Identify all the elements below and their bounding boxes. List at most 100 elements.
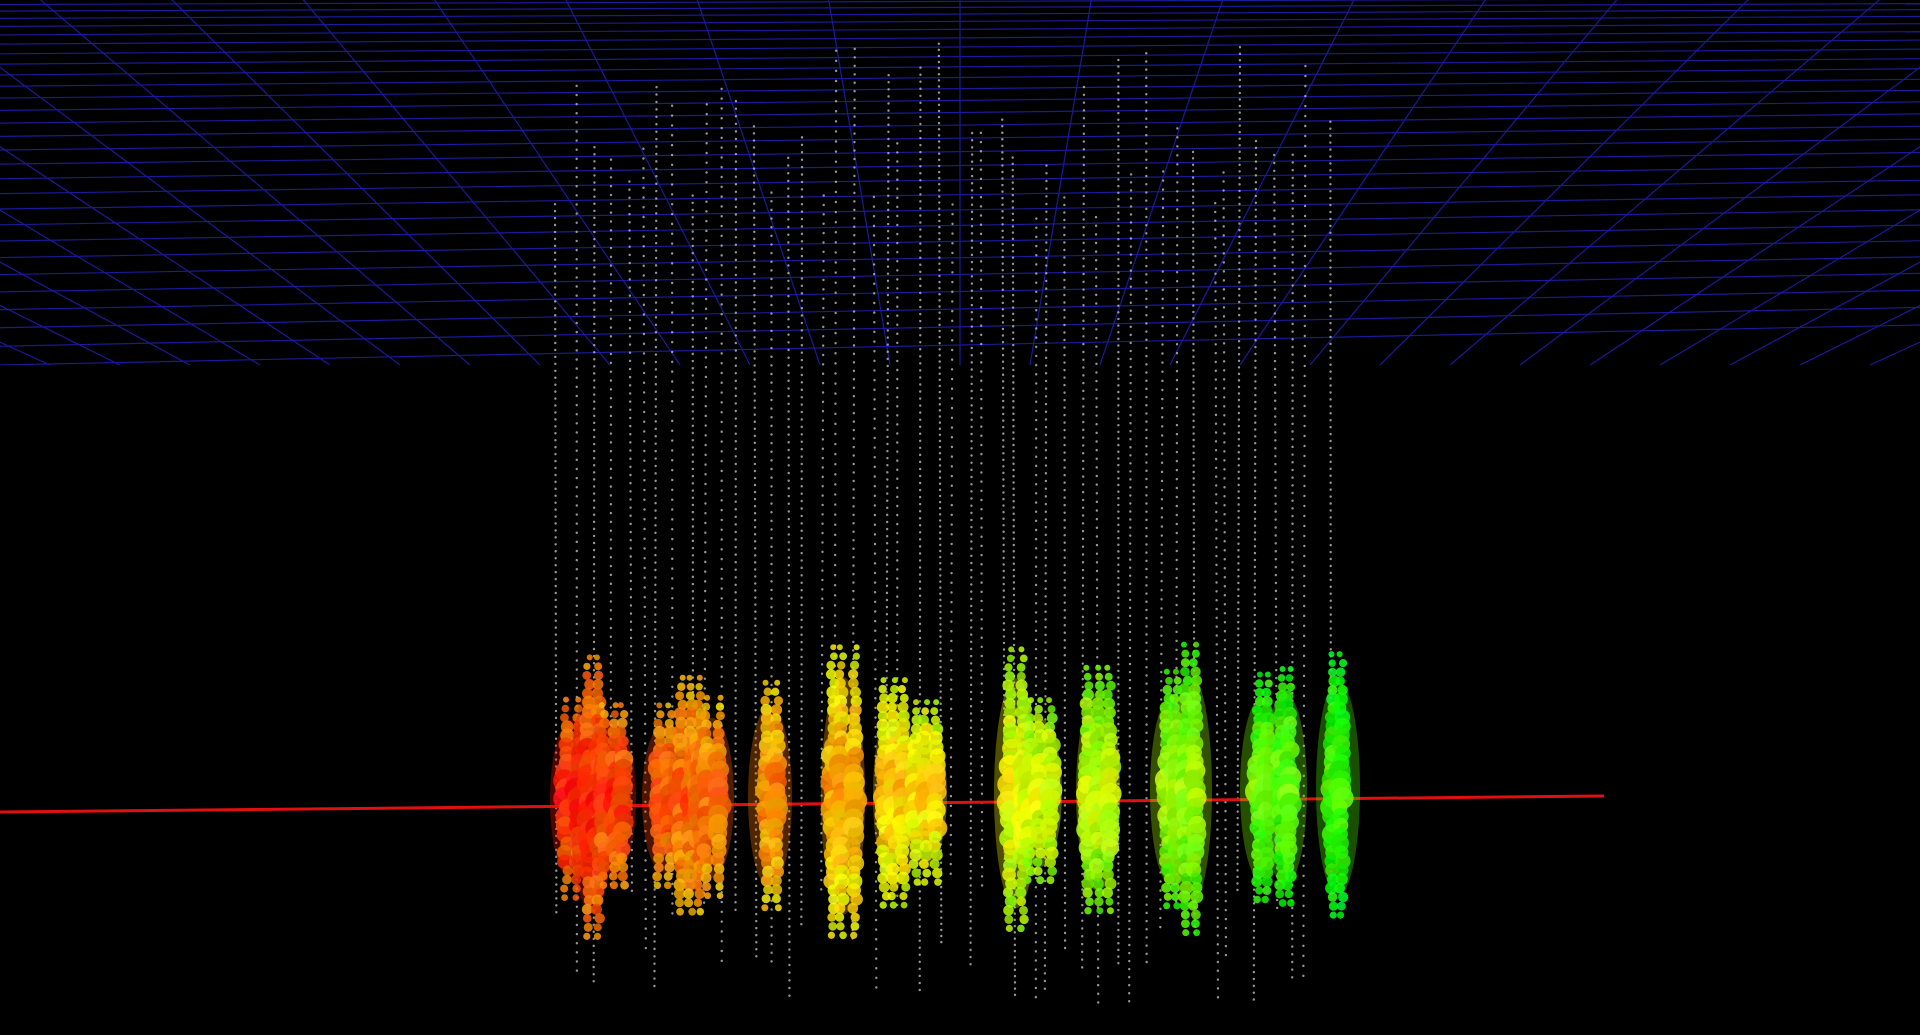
hit [834, 669, 844, 679]
hit [620, 881, 629, 890]
hit [1015, 887, 1026, 898]
hit [1023, 705, 1032, 714]
hit [594, 654, 600, 660]
hit [1188, 901, 1198, 911]
hit [1163, 902, 1170, 909]
hit [1282, 879, 1293, 890]
hit [1018, 646, 1024, 652]
hit [1017, 663, 1026, 672]
hit [687, 675, 693, 681]
hit [1336, 667, 1346, 677]
hit [1047, 866, 1057, 876]
hit [1085, 897, 1094, 906]
hit [899, 892, 907, 900]
hit [584, 923, 593, 932]
hit [901, 902, 908, 909]
hit [1255, 886, 1263, 894]
hit [922, 869, 931, 878]
hit [1262, 688, 1272, 698]
hit [762, 894, 771, 903]
hit [853, 653, 860, 660]
hit [680, 675, 686, 681]
hit [1193, 929, 1200, 936]
hit [1189, 658, 1198, 667]
hit [1337, 912, 1344, 919]
hit [562, 875, 572, 885]
hit [847, 903, 858, 914]
hit [1337, 902, 1346, 911]
hit [930, 859, 940, 869]
hit [1328, 651, 1334, 657]
hit [1181, 642, 1187, 648]
hit [695, 888, 706, 899]
hit [828, 922, 837, 931]
hit [1095, 665, 1101, 671]
hit [597, 861, 609, 873]
hit [575, 697, 581, 703]
hit [1278, 682, 1287, 691]
hit [1095, 673, 1103, 681]
hit [1092, 878, 1104, 890]
hit [684, 898, 693, 907]
hit [827, 913, 836, 922]
hit [879, 901, 886, 908]
hit [1008, 646, 1014, 652]
hit [1251, 876, 1262, 887]
hit [1337, 651, 1343, 657]
hit [909, 859, 919, 869]
hit [1084, 907, 1091, 914]
hit [828, 932, 835, 939]
hit [912, 868, 921, 877]
hit [654, 862, 664, 872]
hit [850, 932, 857, 939]
hit [1033, 867, 1042, 876]
hit [1265, 680, 1273, 688]
hit [609, 872, 618, 881]
hit [611, 710, 619, 718]
hit [1020, 654, 1028, 662]
hit [563, 865, 573, 875]
hit [702, 863, 713, 874]
hit [1045, 857, 1056, 868]
hit [1173, 669, 1179, 675]
hit [890, 685, 899, 694]
hit [774, 696, 783, 705]
hit [1048, 705, 1056, 713]
hit [836, 922, 844, 930]
hit [839, 652, 847, 660]
hit [930, 707, 938, 715]
hit [582, 671, 591, 680]
hit [695, 683, 702, 690]
hit [848, 678, 859, 689]
hit [771, 884, 782, 895]
hit [1037, 697, 1043, 703]
hit [1036, 876, 1044, 884]
hit [772, 894, 781, 903]
hit [1262, 886, 1271, 895]
hit [1024, 876, 1032, 884]
hit [1181, 919, 1190, 928]
hit [696, 691, 705, 700]
hit [771, 688, 779, 696]
hit [1253, 896, 1261, 904]
hit [1328, 668, 1337, 677]
hit [1107, 907, 1114, 914]
hit [704, 892, 711, 899]
hit [851, 922, 860, 931]
hit [652, 871, 662, 881]
hit [834, 903, 845, 914]
hit [763, 680, 769, 686]
hit [932, 868, 942, 878]
hit [1034, 705, 1043, 714]
hit [919, 859, 929, 869]
hit [583, 914, 592, 923]
hit [715, 883, 723, 891]
hit [600, 881, 608, 889]
hit [837, 644, 843, 650]
hit [717, 892, 724, 899]
hit [1003, 905, 1014, 916]
hit [1105, 673, 1113, 681]
hit [1046, 697, 1052, 703]
hit [914, 878, 921, 885]
hit [1174, 677, 1182, 685]
